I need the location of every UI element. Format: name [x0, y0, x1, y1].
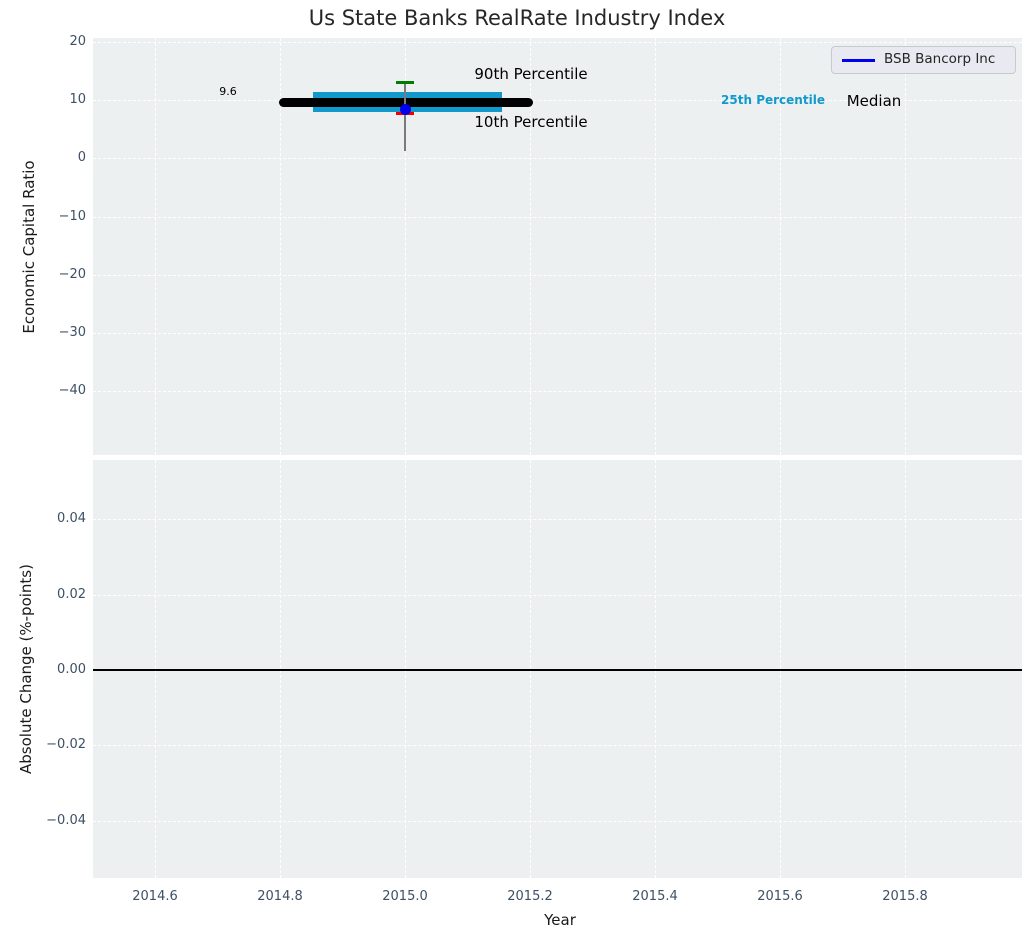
y-tick-label: 0: [77, 150, 86, 165]
y-tick-label: 0.00: [57, 662, 86, 677]
y-tick-label: −40: [58, 383, 86, 398]
x-tick-label: 2015.4: [632, 889, 678, 904]
gridline-h: [93, 333, 1022, 334]
gridline-h: [93, 519, 1022, 520]
gridline-h: [93, 100, 1022, 101]
gridline-v: [655, 38, 656, 455]
chart-title: Us State Banks RealRate Industry Index: [308, 6, 726, 30]
y-tick-label: −0.04: [46, 813, 86, 828]
y-tick-label: −10: [58, 209, 86, 224]
legend-entry-label: BSB Bancorp Inc: [884, 51, 996, 67]
x-tick-label: 2015.6: [757, 889, 803, 904]
gridline-h: [93, 275, 1022, 276]
top-plot-area: 9.6 90th Percentile 10th Percentile 25th…: [93, 38, 1022, 455]
bottom-plot-area: [93, 460, 1022, 878]
x-tick-label: 2014.6: [132, 889, 178, 904]
p90-cap: [396, 81, 414, 84]
gridline-v: [780, 38, 781, 455]
y-axis-label-bottom: Absolute Change (%-points): [17, 564, 35, 774]
gridline-v: [905, 38, 906, 455]
y-tick-label: 20: [69, 34, 86, 49]
gridline-h: [93, 595, 1022, 596]
x-axis-label: Year: [544, 911, 576, 929]
y-tick-label: 10: [69, 92, 86, 107]
gridline-h: [93, 391, 1022, 392]
gridline-h: [93, 42, 1022, 43]
p10-annotation: 10th Percentile: [474, 113, 588, 131]
whisker-line: [404, 84, 406, 151]
legend-box: BSB Bancorp Inc: [831, 46, 1016, 74]
y-tick-label: −20: [58, 267, 86, 282]
zero-line: [93, 669, 1022, 671]
y-tick-label: −30: [58, 325, 86, 340]
gridline-v: [530, 38, 531, 455]
y-tick-label: 0.04: [57, 511, 86, 526]
gridline-v: [405, 38, 406, 455]
x-tick-label: 2015.2: [507, 889, 553, 904]
x-tick-label: 2015.0: [382, 889, 428, 904]
x-tick-label: 2015.8: [882, 889, 928, 904]
gridline-h: [93, 821, 1022, 822]
legend-line-sample: [842, 59, 875, 62]
gridline-h: [93, 158, 1022, 159]
p90-annotation: 90th Percentile: [474, 65, 588, 83]
x-tick-label: 2014.8: [257, 889, 303, 904]
gridline-h: [93, 745, 1022, 746]
y-tick-label: −0.02: [46, 737, 86, 752]
y-axis-label-top: Economic Capital Ratio: [20, 160, 38, 334]
median-line: [279, 98, 533, 107]
gridline-v: [280, 38, 281, 455]
median-annotation: Median: [846, 92, 902, 110]
gridline-h: [93, 217, 1022, 218]
y-tick-label: 0.02: [57, 587, 86, 602]
company-data-point: [400, 104, 411, 115]
p25-annotation: 25th Percentile: [721, 93, 825, 107]
median-value-annotation: 9.6: [219, 85, 237, 98]
gridline-v: [155, 38, 156, 455]
